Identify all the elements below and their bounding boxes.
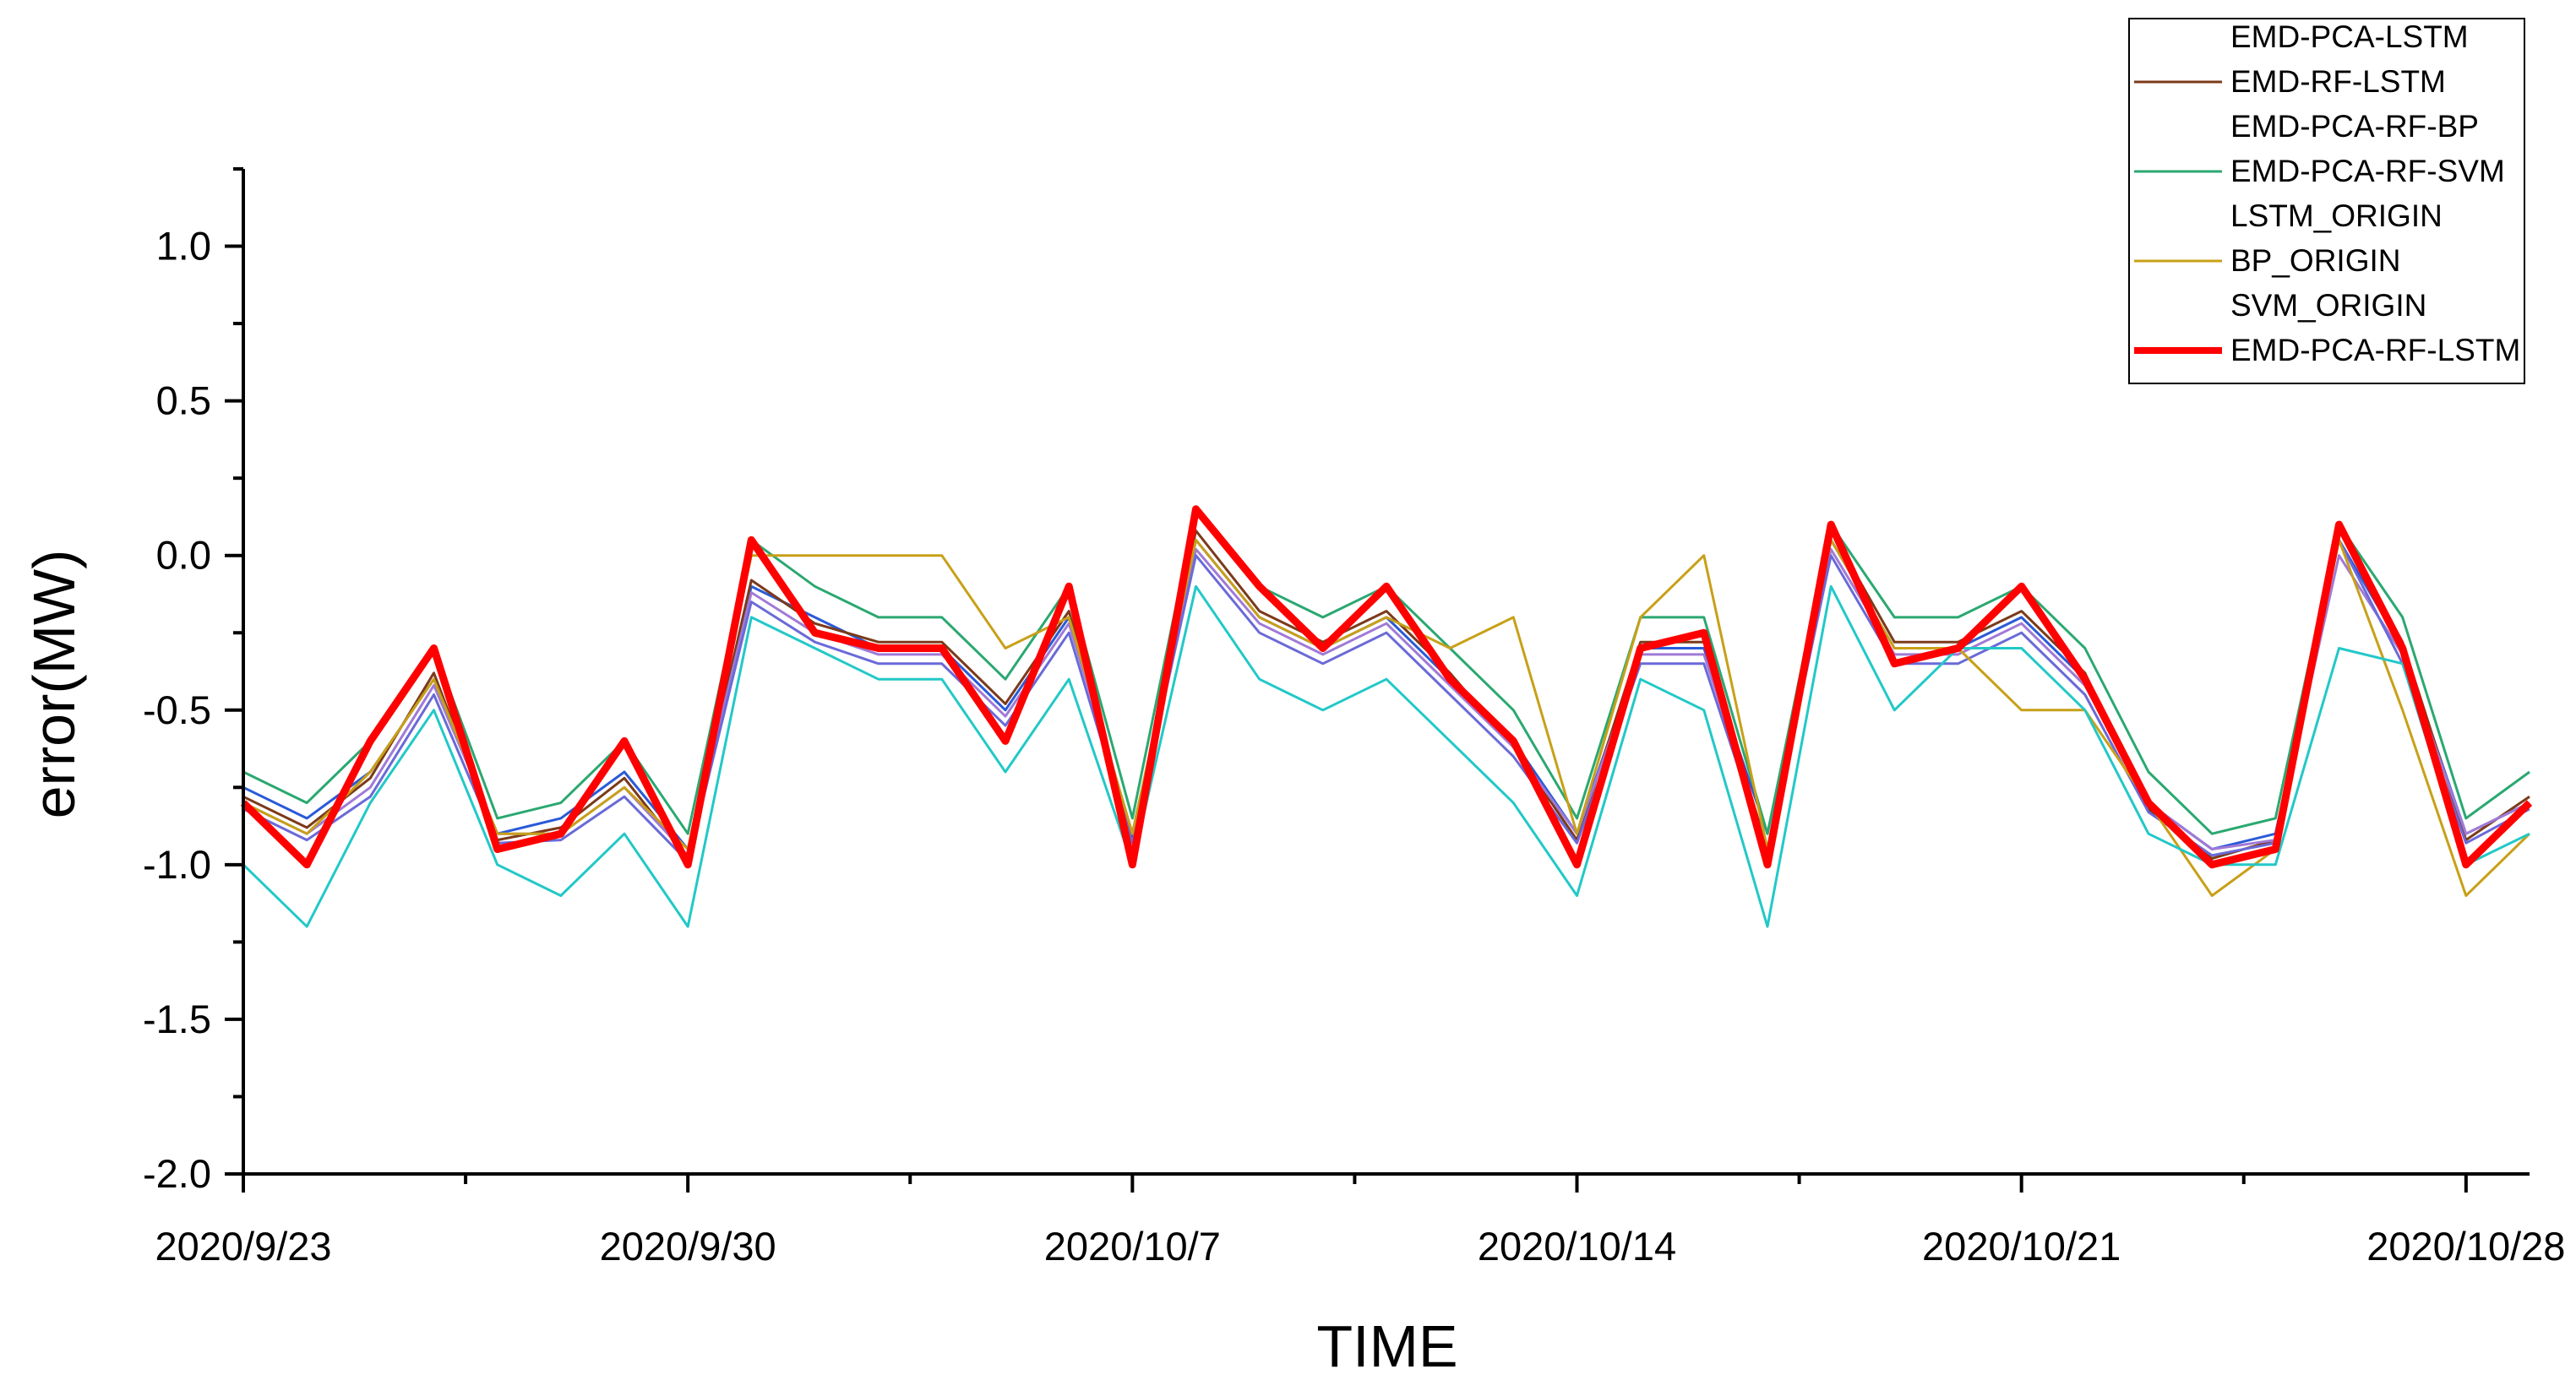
legend-label: EMD-PCA-LSTM: [2230, 19, 2469, 54]
legend-entries: EMD-PCA-LSTM EMD-RF-LSTM EMD-PCA-RF-BP EMD-…: [2134, 19, 2520, 367]
series-line-emd-pca-rf-lstm: [240, 505, 2533, 869]
x-axis-title: TIME: [1316, 1313, 1457, 1379]
tick-labels: 1.0 0.5 0.0 -0.5 -1.0 -1.5 -2.0 2020/9/23 2020/9…: [143, 224, 2565, 1269]
legend-label: EMD-RF-LSTM: [2230, 64, 2446, 99]
legend-label: LSTM_ORIGIN: [2230, 198, 2443, 233]
y-tick-label: -1.0: [143, 842, 211, 887]
y-tick-label: -0.5: [143, 687, 211, 732]
legend: EMD-PCA-LSTM EMD-RF-LSTM EMD-PCA-RF-BP EMD-…: [2128, 18, 2525, 384]
x-tick-label: 2020/10/7: [1044, 1224, 1221, 1269]
y-tick-label: -1.5: [143, 997, 211, 1041]
x-tick-label: 2020/9/23: [155, 1224, 331, 1269]
series-line-emd-rf-lstm: [242, 523, 2530, 860]
plot-lines: [240, 505, 2533, 928]
y-tick-label: 0.0: [156, 533, 211, 578]
y-tick-label: 1.0: [156, 224, 211, 269]
legend-label: SVM_ORIGIN: [2230, 288, 2426, 323]
series-line-svm-origin: [242, 584, 2530, 928]
axes: [225, 167, 2530, 1193]
x-tick-label: 2020/10/14: [1478, 1224, 1676, 1269]
legend-label: BP_ORIGIN: [2230, 243, 2401, 278]
legend-label: EMD-PCA-RF-LSTM: [2230, 333, 2520, 367]
legend-label: EMD-PCA-RF-BP: [2230, 109, 2479, 144]
y-axis-title: error(MW): [21, 550, 87, 819]
x-tick-label: 2020/10/21: [1922, 1224, 2121, 1269]
legend-box: [2128, 18, 2525, 384]
x-tick-label: 2020/10/28: [2366, 1224, 2565, 1269]
legend-label: EMD-PCA-RF-SVM: [2230, 154, 2505, 188]
series-line-lstm-origin: [242, 538, 2530, 863]
series-line-emd-pca-rf-svm: [242, 508, 2530, 835]
x-tick-label: 2020/9/30: [600, 1224, 776, 1269]
y-tick-label: -2.0: [143, 1151, 211, 1196]
y-tick-label: 0.5: [156, 378, 211, 423]
